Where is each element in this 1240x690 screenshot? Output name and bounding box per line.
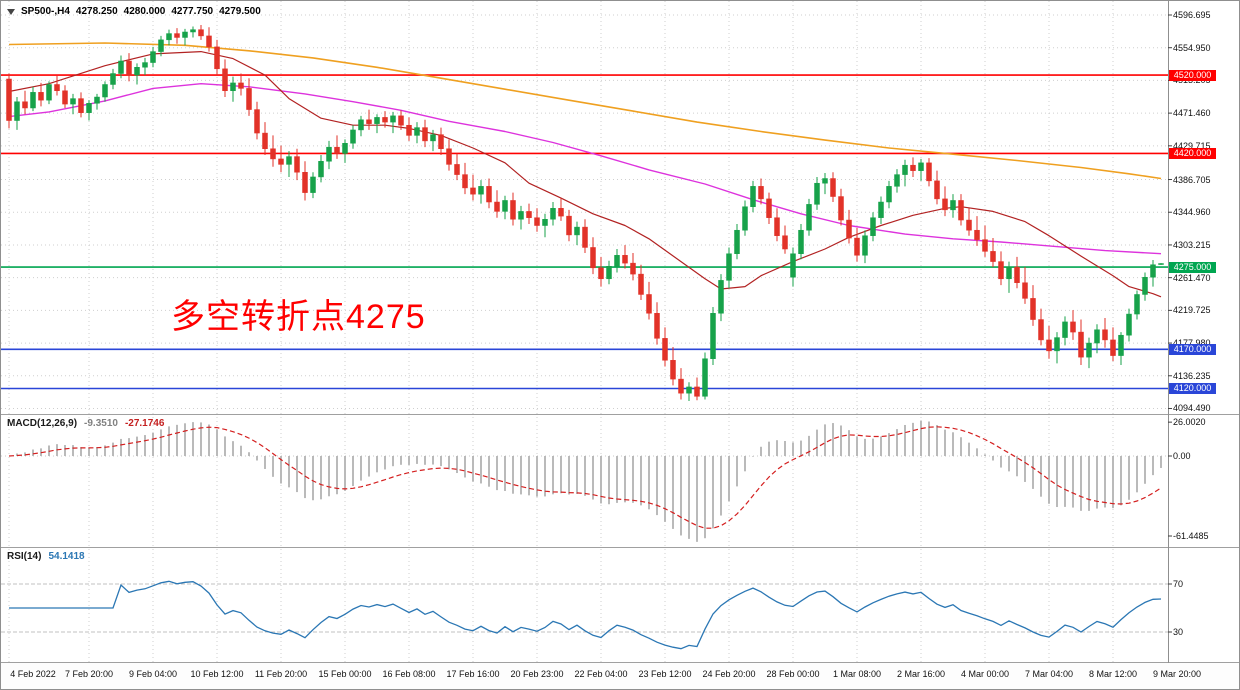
price-axis-label: 4344.960: [1173, 207, 1211, 218]
macd-histogram: [16, 420, 1162, 542]
price-line-label-4520: 4520.000: [1169, 69, 1216, 81]
chart-text-annotation[interactable]: 多空转折点4275: [171, 298, 426, 336]
macd-value: -9.3510: [84, 418, 118, 429]
rsi-axis-label: 30: [1173, 627, 1184, 637]
macd-name: MACD(12,26,9): [7, 418, 78, 429]
collapse-triangle-icon[interactable]: [7, 8, 15, 15]
horizontal-lines: [1, 74, 1168, 390]
price-axis-label: 4261.470: [1173, 272, 1211, 283]
time-axis-label: 15 Feb 00:00: [318, 669, 372, 679]
ma-mid-line: [8, 83, 1162, 255]
time-axis-label: 11 Feb 20:00: [254, 669, 308, 679]
symbol-timeframe-label: SP500-,H4: [21, 6, 70, 17]
time-axis-label: 8 Mar 12:00: [1088, 669, 1138, 679]
price-axis-label: 4596.695: [1173, 9, 1211, 20]
candles: [6, 24, 1164, 402]
ma-slow-line: [8, 42, 1162, 180]
time-axis-label: 7 Mar 04:00: [1024, 669, 1074, 679]
time-axis-label: 17 Feb 16:00: [446, 669, 500, 679]
macd-axis-label: 0.00: [1173, 451, 1191, 461]
macd-signal-value: -27.1746: [124, 418, 165, 429]
rsi-indicator-label: RSI(14) 54.1418: [7, 551, 85, 562]
time-axis-label: 20 Feb 23:00: [510, 669, 564, 679]
time-axis-label: 7 Feb 20:00: [64, 669, 114, 679]
rsi-name: RSI(14): [7, 551, 42, 562]
price-axis-label: 4136.235: [1173, 370, 1211, 381]
frame: [1, 1, 1239, 667]
macd-signal-line: [8, 426, 1162, 529]
time-axis-label: 4 Feb 2022: [10, 669, 56, 679]
macd-axis-label: 26.0020: [1173, 417, 1206, 428]
time-axis-label: 1 Mar 08:00: [832, 669, 882, 679]
price-axis-label: 4219.725: [1173, 305, 1211, 316]
price-axis-label: 4554.950: [1173, 42, 1211, 53]
price-line-label-4275: 4275.000: [1169, 261, 1216, 273]
grid: [1, 1, 1168, 663]
price-axis-label: 4386.705: [1173, 174, 1211, 185]
time-axis-label: 24 Feb 20:00: [702, 669, 756, 679]
ohlc-low: 4277.750: [171, 6, 214, 17]
price-axis-label: 4303.215: [1173, 239, 1211, 250]
rsi-line: [9, 580, 1162, 650]
macd-indicator-label: MACD(12,26,9) -9.3510 -27.1746: [7, 418, 164, 429]
time-axis-label: 16 Feb 08:00: [382, 669, 436, 679]
ohlc-open: 4278.250: [75, 6, 118, 17]
price-axis[interactable]: 4596.6954554.9504513.2054471.4604429.715…: [1, 1, 1239, 663]
price-line-label-4170: 4170.000: [1169, 343, 1216, 355]
moving-averages: [8, 42, 1162, 298]
time-axis-label: 9 Feb 04:00: [128, 669, 178, 679]
price-line-label-4420: 4420.000: [1169, 147, 1216, 159]
rsi-axis-label: 70: [1173, 579, 1184, 589]
time-axis[interactable]: 4 Feb 2022 7 Feb 20:00 9 Feb 04:00 10 Feb 1…: [1, 663, 1239, 689]
price-axis-label: 4429.715: [1173, 140, 1211, 151]
price-axis-label: 4471.460: [1173, 108, 1211, 119]
rsi-panel: [1, 580, 1168, 650]
price-axis-label: 4094.490: [1173, 403, 1211, 414]
time-axis-label: 2 Mar 16:00: [896, 669, 946, 679]
rsi-value: 54.1418: [48, 551, 85, 562]
time-axis-label: 28 Feb 00:00: [766, 669, 820, 679]
price-axis-label: 4177.980: [1173, 338, 1211, 348]
time-axis-label: 4 Mar 00:00: [960, 669, 1010, 679]
price-line-label-4120: 4120.000: [1169, 382, 1216, 394]
time-axis-label: 10 Feb 12:00: [190, 669, 244, 679]
ohlc-close: 4279.500: [219, 6, 261, 17]
time-axis-label: 23 Feb 12:00: [638, 669, 692, 679]
ma-fast-line: [8, 51, 1162, 298]
time-axis-label: 9 Mar 20:00: [1152, 669, 1202, 679]
chart-header: SP500-,H4 4278.250 4280.000 4277.750 427…: [7, 6, 261, 17]
time-axis-label: 22 Feb 04:00: [574, 669, 628, 679]
macd-axis-label: -61.4485: [1173, 531, 1209, 541]
ohlc-high: 4280.000: [123, 6, 166, 17]
macd-panel: [1, 420, 1168, 542]
